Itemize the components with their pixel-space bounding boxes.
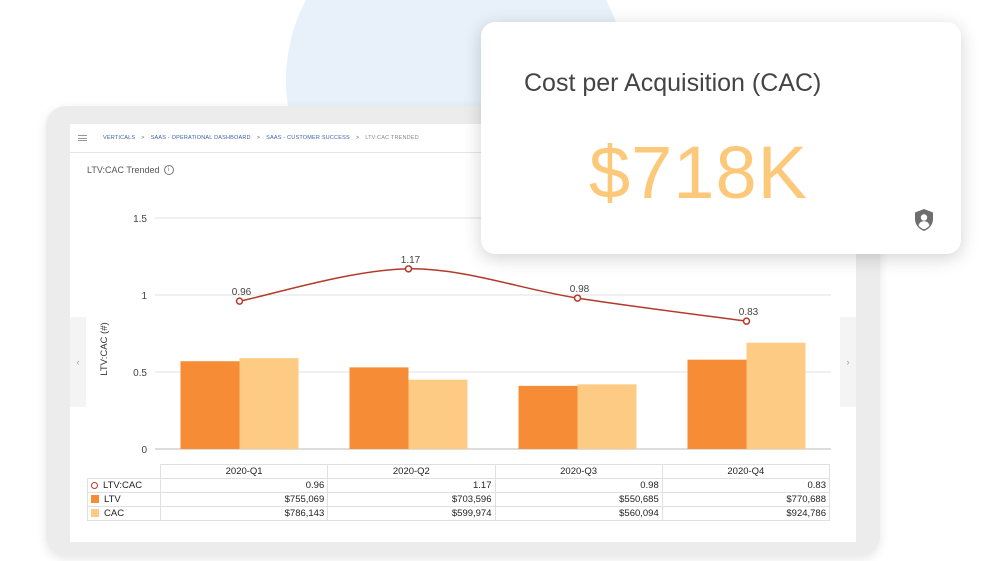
bar-cac bbox=[239, 358, 299, 449]
data-label: 0.96 bbox=[232, 287, 252, 298]
breadcrumb-separator: > bbox=[256, 135, 261, 141]
table-cell: 0.96 bbox=[159, 478, 329, 493]
chart-line: 0.96 1.17 0.98 0.83 bbox=[232, 255, 759, 325]
x-tick-label: 2020-Q4 bbox=[661, 464, 831, 479]
bar-ltv bbox=[180, 361, 240, 449]
bar-cac bbox=[577, 384, 637, 449]
breadcrumb-separator: > bbox=[355, 135, 360, 141]
breadcrumb-item-verticals[interactable]: VERTICALS bbox=[103, 135, 136, 141]
legend-entry[interactable]: LTV bbox=[87, 492, 161, 507]
dashboard-screen: VERTICALS > SAAS - OPERATIONAL DASHBOARD… bbox=[70, 124, 856, 542]
line-point bbox=[573, 294, 582, 302]
data-label: 0.98 bbox=[570, 284, 590, 295]
legend-entry[interactable]: CAC bbox=[87, 506, 161, 521]
x-tick-label: 2020-Q1 bbox=[159, 464, 329, 479]
chart-bars bbox=[180, 342, 806, 449]
shield-user-icon[interactable] bbox=[913, 208, 935, 232]
bar-ltv bbox=[349, 367, 409, 449]
legend-label: LTV bbox=[104, 494, 121, 505]
chart-title-text: LTV:CAC Trended bbox=[87, 165, 160, 175]
table-cell: $560,094 bbox=[494, 506, 663, 521]
table-cell: $599,974 bbox=[327, 506, 496, 521]
breadcrumb: VERTICALS > SAAS - OPERATIONAL DASHBOARD… bbox=[70, 124, 856, 153]
previous-arrow-button[interactable]: ‹ bbox=[70, 317, 86, 407]
legend-label: CAC bbox=[104, 508, 125, 519]
chart-title: LTV:CAC Trended i bbox=[87, 165, 174, 175]
data-table: 2020-Q1 2020-Q2 2020-Q3 2020-Q4 LTV:CAC 0.96 1… bbox=[87, 464, 831, 521]
y-tick-label: 0 bbox=[141, 445, 147, 456]
y-tick-label: 1.5 bbox=[133, 214, 147, 225]
table-cell: $755,069 bbox=[159, 492, 329, 507]
table-cell: 1.17 bbox=[327, 478, 496, 493]
table-header-row: 2020-Q1 2020-Q2 2020-Q3 2020-Q4 bbox=[88, 464, 831, 479]
bar-cac bbox=[408, 379, 468, 449]
data-label: 1.17 bbox=[401, 255, 421, 266]
bar-swatch-icon bbox=[91, 509, 99, 518]
line-swatch-icon bbox=[91, 481, 98, 489]
line-point bbox=[742, 317, 751, 325]
table-row: LTV $755,069 $703,596 $550,685 $770,688 bbox=[87, 492, 831, 507]
table-cell: $786,143 bbox=[159, 506, 329, 521]
line-point bbox=[235, 297, 244, 305]
y-axis-label: LTV:CAC (#) bbox=[99, 322, 110, 375]
chart: 0 0.5 1 1.5 0.96 1.17 0.98 0.83 LTV:CAC (#) bbox=[99, 214, 831, 456]
breadcrumb-current: LTV:CAC TRENDED bbox=[365, 135, 419, 141]
table-cell: $770,688 bbox=[661, 492, 831, 507]
y-tick-label: 1 bbox=[141, 291, 147, 302]
y-tick-label: 0.5 bbox=[133, 368, 147, 379]
x-tick-label: 2020-Q2 bbox=[327, 464, 496, 479]
table-cell: $703,596 bbox=[327, 492, 496, 507]
next-arrow-button[interactable]: › bbox=[840, 317, 856, 407]
kpi-title: Cost per Acquisition (CAC) bbox=[524, 69, 822, 97]
menu-icon[interactable] bbox=[78, 135, 87, 141]
breadcrumb-item-customer-success[interactable]: SAAS - CUSTOMER SUCCESS bbox=[266, 135, 350, 141]
table-row: LTV:CAC 0.96 1.17 0.98 0.83 bbox=[87, 478, 831, 493]
bar-cac bbox=[746, 342, 806, 449]
x-tick-label: 2020-Q3 bbox=[494, 464, 663, 479]
legend-entry[interactable]: LTV:CAC bbox=[87, 478, 161, 493]
data-label: 0.83 bbox=[739, 307, 759, 318]
breadcrumb-separator: > bbox=[141, 135, 145, 141]
line-series-ltv-cac bbox=[239, 268, 747, 322]
table-cell: 0.83 bbox=[661, 478, 831, 493]
legend-label: LTV:CAC bbox=[103, 480, 143, 491]
kpi-card[interactable]: Cost per Acquisition (CAC) $718K bbox=[481, 22, 961, 254]
table-row: CAC $786,143 $599,974 $560,094 $924,786 bbox=[87, 506, 831, 521]
table-corner bbox=[88, 465, 161, 479]
kpi-value: $718K bbox=[589, 131, 808, 214]
table-cell: $924,786 bbox=[661, 506, 831, 521]
info-icon[interactable]: i bbox=[163, 165, 174, 175]
table-cell: $550,685 bbox=[494, 492, 663, 507]
breadcrumb-item-operational-dashboard[interactable]: SAAS - OPERATIONAL DASHBOARD bbox=[150, 135, 251, 141]
bar-ltv bbox=[687, 359, 747, 449]
bar-ltv bbox=[518, 385, 578, 449]
table-cell: 0.98 bbox=[494, 478, 663, 493]
line-point bbox=[404, 265, 413, 273]
bar-swatch-icon bbox=[91, 495, 99, 504]
